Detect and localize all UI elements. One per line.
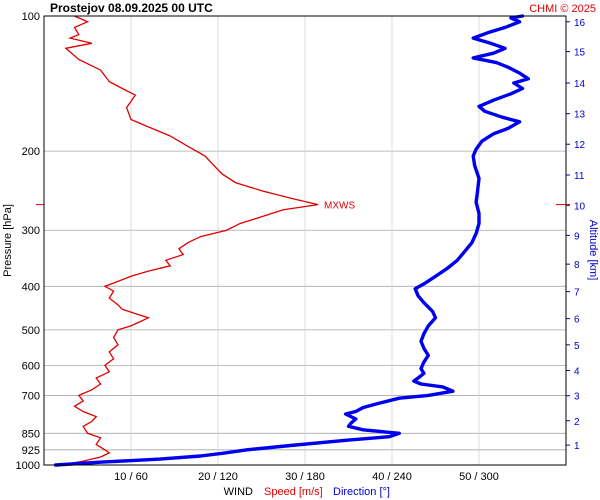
altitude-tick-label: 13 — [574, 110, 586, 121]
altitude-tick-label: 9 — [574, 231, 580, 242]
altitude-tick-label: 4 — [574, 367, 580, 378]
altitude-tick-label: 10 — [574, 201, 586, 212]
pressure-axis-ticks: 100 200 300 400 500 600 700 850 925 1000 — [16, 11, 40, 472]
altitude-tick-label: 14 — [574, 79, 586, 90]
chart-title: Prostejov 08.09.2025 00 UTC — [50, 1, 213, 15]
wind-tick-label: 50 / 300 — [459, 471, 499, 483]
direction-legend-label: Direction [°] — [333, 486, 390, 498]
pressure-tick-label: 850 — [22, 428, 40, 440]
pressure-tick-label: 600 — [22, 360, 40, 372]
wind-tick-label: 30 / 180 — [285, 471, 325, 483]
wind-axis-ticks: 10 / 60 20 / 120 30 / 180 40 / 240 50 / 300 — [114, 471, 499, 483]
speed-legend-label: Speed [m/s] — [264, 486, 323, 498]
altitude-tick-label: 7 — [574, 288, 580, 299]
credit-label: CHMI © 2025 — [529, 3, 596, 15]
grid — [44, 15, 566, 466]
mxws-annotation: MXWS — [36, 201, 570, 212]
pressure-tick-label: 700 — [22, 390, 40, 402]
altitude-tick-label: 15 — [574, 48, 586, 59]
altitude-tick-label: 2 — [574, 417, 580, 428]
x-axis-label: WIND — [224, 486, 253, 498]
pressure-tick-label: 300 — [22, 225, 40, 237]
wind-tick-label: 40 / 240 — [372, 471, 412, 483]
pressure-tick-label: 400 — [22, 281, 40, 293]
pressure-tick-label: 200 — [22, 146, 40, 158]
altitude-tick-label: 6 — [574, 315, 580, 326]
speed-series-line — [61, 15, 319, 466]
y-axis-label: Pressure [hPa] — [2, 204, 14, 277]
wind-tick-label: 10 / 60 — [114, 471, 148, 483]
altitude-tick-label: 11 — [574, 171, 585, 182]
altitude-tick-label: 1 — [574, 441, 580, 452]
altitude-tick-label: 3 — [574, 392, 580, 403]
direction-series-line — [53, 14, 530, 467]
pressure-tick-label: 100 — [22, 11, 40, 23]
plot-frame — [43, 15, 567, 466]
altitude-tick-label: 16 — [574, 18, 586, 29]
wind-tick-label: 20 / 120 — [198, 471, 238, 483]
altitude-tick-label: 8 — [574, 260, 580, 271]
altitude-tick-label: 12 — [574, 140, 586, 151]
mxws-label: MXWS — [324, 201, 355, 212]
pressure-tick-label: 1000 — [16, 460, 40, 472]
pressure-tick-label: 925 — [22, 445, 40, 457]
altitude-tick-label: 5 — [574, 341, 580, 352]
altitude-axis-label: Altitude [km] — [587, 220, 599, 281]
pressure-tick-label: 500 — [22, 325, 40, 337]
